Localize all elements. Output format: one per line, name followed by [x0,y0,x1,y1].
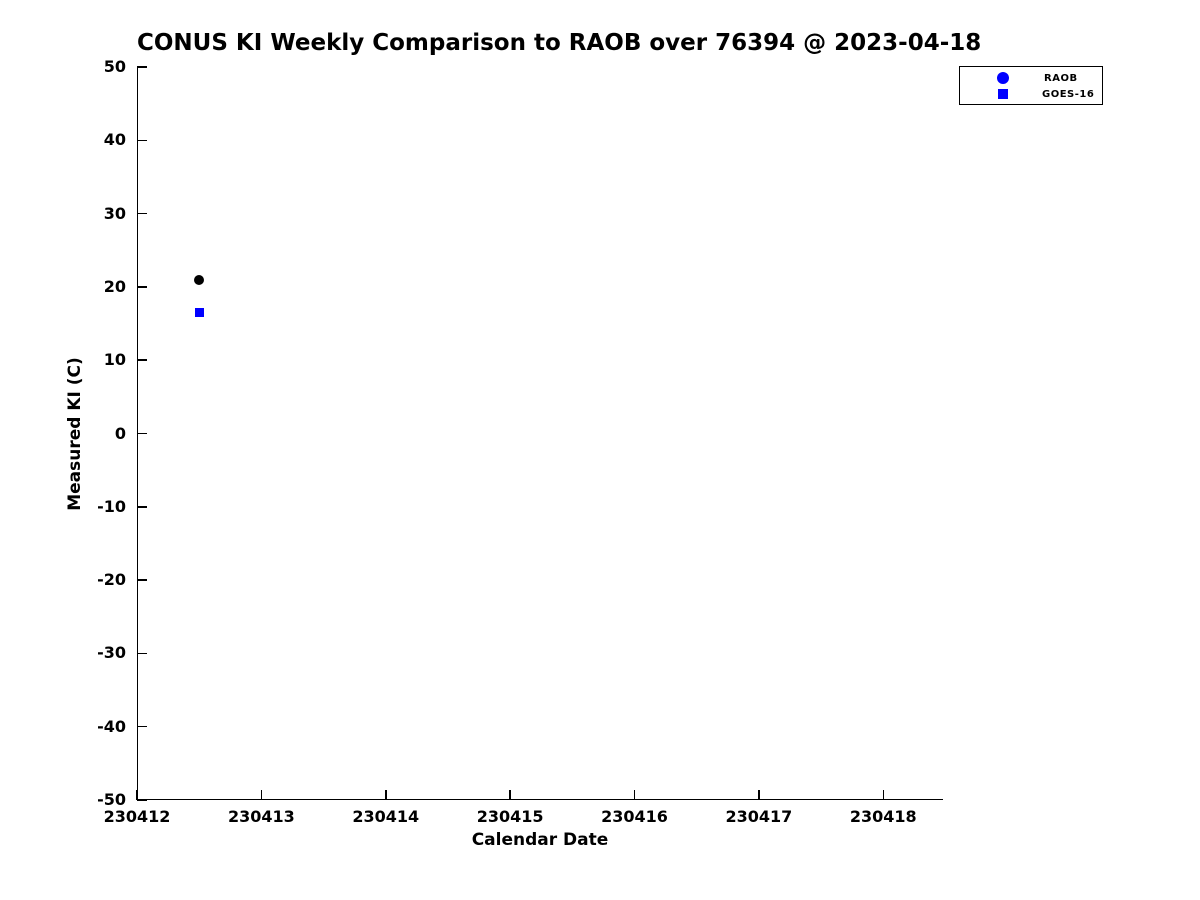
legend-label-raob: RAOB [1044,72,1078,84]
x-tick-label: 230412 [103,807,171,826]
x-axis-tick [882,790,885,800]
x-tick-label: 230415 [476,807,544,826]
x-axis-tick [509,790,511,800]
x-tick-label: 230414 [352,807,420,826]
x-tick-label: 230413 [227,807,295,826]
x-tick-label: 230418 [849,807,917,826]
x-axis-tick [633,790,636,800]
x-tick-label: 230417 [725,807,793,826]
y-tick-label: -10 [97,496,126,516]
y-axis-tick [137,652,147,655]
legend-item-goes16: GOES-16 [960,86,1102,102]
x-axis-label: Calendar Date [471,830,609,850]
y-axis-tick [137,359,147,361]
x-axis-tick [385,790,387,800]
y-tick-label: -20 [97,570,126,590]
data-point-raob [194,275,205,286]
y-tick-label: -40 [97,716,126,736]
goes16-square-icon [998,89,1008,99]
y-tick-label: 10 [103,350,126,370]
y-tick-label: 40 [103,130,126,150]
data-point-goes-16 [194,308,204,318]
y-tick-label: 50 [103,57,126,76]
y-tick-label: -50 [97,790,126,809]
y-axis-tick [137,506,147,508]
x-axis-tick [260,790,263,800]
y-tick-label: 30 [103,203,126,223]
legend-item-raob: RAOB [960,70,1102,86]
y-axis-tick [137,66,147,68]
x-axis-tick [136,790,138,800]
y-tick-label: 20 [103,276,126,296]
x-tick-label: 230416 [601,807,668,826]
legend: RAOB GOES-16 [959,66,1103,105]
chart-title: CONUS KI Weekly Comparison to RAOB over … [137,30,982,56]
plot-area [137,67,943,800]
y-axis-tick [137,286,147,288]
y-tick-label: -30 [97,643,126,663]
y-axis-tick [137,725,147,728]
y-axis-tick [137,432,147,435]
x-axis-tick [758,790,760,800]
raob-circle-icon [997,72,1009,84]
y-tick-label: 0 [114,423,126,443]
y-axis-tick [137,212,147,215]
y-axis-tick [137,799,147,801]
legend-label-goes16: GOES-16 [1042,88,1095,100]
y-axis-tick [137,579,147,581]
y-axis-tick [137,139,147,142]
